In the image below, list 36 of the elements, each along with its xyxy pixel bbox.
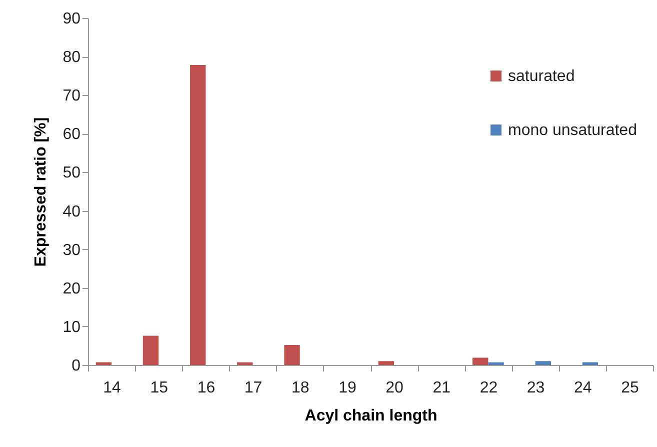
legend-label: saturated — [508, 68, 575, 85]
y-tick-label: 40 — [62, 203, 81, 220]
x-tick-label: 23 — [526, 380, 545, 396]
y-tick-label: 90 — [62, 10, 81, 28]
y-tick-label: 0 — [72, 358, 81, 374]
legend-label: mono unsaturated — [508, 122, 637, 139]
y-tick-label: 60 — [62, 126, 81, 144]
y-tick-label: 80 — [62, 49, 81, 66]
bar — [472, 358, 488, 365]
x-tick-label: 22 — [480, 380, 498, 396]
bar — [488, 362, 504, 365]
x-tick-label: 15 — [150, 380, 168, 396]
x-tick-label: 19 — [338, 380, 356, 396]
x-tick-label: 25 — [621, 380, 639, 396]
bar — [378, 361, 394, 365]
x-tick-label: 16 — [197, 380, 216, 396]
y-tick-label: 70 — [62, 88, 81, 105]
bar — [582, 362, 598, 365]
x-tick-label: 20 — [386, 380, 404, 396]
x-tick-label: 24 — [574, 380, 592, 396]
x-tick-label: 14 — [103, 380, 122, 396]
y-axis-title: Expressed ratio [%] — [32, 117, 50, 267]
y-tick-label: 10 — [62, 318, 81, 336]
bar — [284, 344, 300, 365]
x-tick-label: 21 — [432, 380, 451, 396]
bar — [190, 65, 206, 365]
y-tick-label: 30 — [62, 242, 81, 259]
x-tick-label: 18 — [291, 380, 310, 396]
x-axis-title: Acyl chain length — [304, 408, 438, 424]
bar — [142, 336, 159, 365]
bar — [535, 361, 551, 365]
bar — [237, 362, 253, 365]
x-tick-label: 17 — [244, 380, 262, 396]
y-tick-label: 50 — [62, 164, 81, 182]
y-tick-label: 20 — [62, 280, 81, 298]
bar — [96, 362, 112, 365]
